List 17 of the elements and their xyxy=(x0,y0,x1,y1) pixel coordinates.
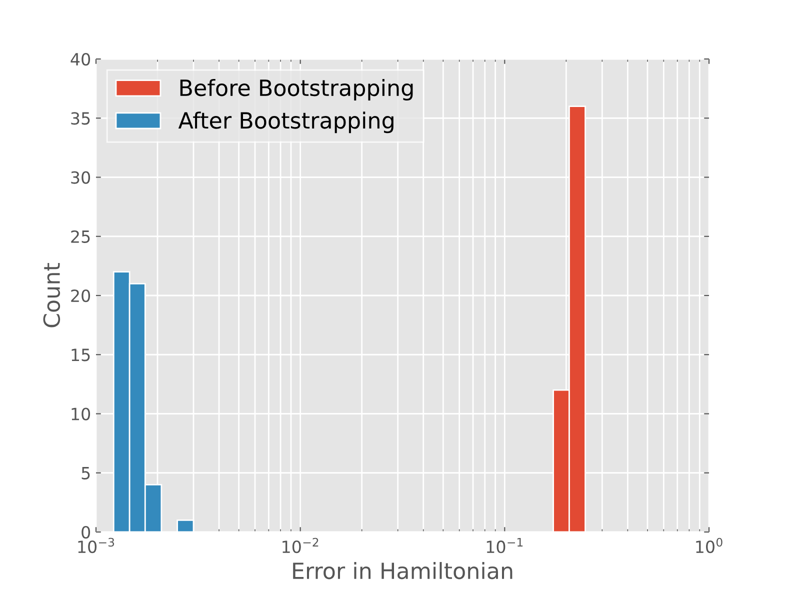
y-tick-label: 10 xyxy=(72,408,90,420)
y-tick-label: 25 xyxy=(71,230,90,243)
x-axis-title: Error in Hamiltonian xyxy=(293,562,512,580)
x-tick-label: 10$^{−1}$ xyxy=(486,538,523,554)
y-tick-label: 40 xyxy=(70,52,90,66)
y-tick-label: 15 xyxy=(72,348,90,362)
x-tick-label: 10$^{0}$ xyxy=(696,538,722,554)
legend-label: Before Bootstrapping xyxy=(180,79,413,101)
y-tick-label: 30 xyxy=(71,171,90,184)
x-tick-label: 10$^{−3}$ xyxy=(78,538,114,554)
x-tick-label: 10$^{−2}$ xyxy=(282,538,318,554)
legend-label: After Bootstrapping xyxy=(178,112,394,134)
y-tick-label: 20 xyxy=(71,289,90,302)
y-tick-label: 5 xyxy=(82,467,90,480)
y-axis-title: Count xyxy=(43,263,60,328)
y-tick-label: 0 xyxy=(82,526,90,539)
y-tick-label: 35 xyxy=(71,112,90,125)
